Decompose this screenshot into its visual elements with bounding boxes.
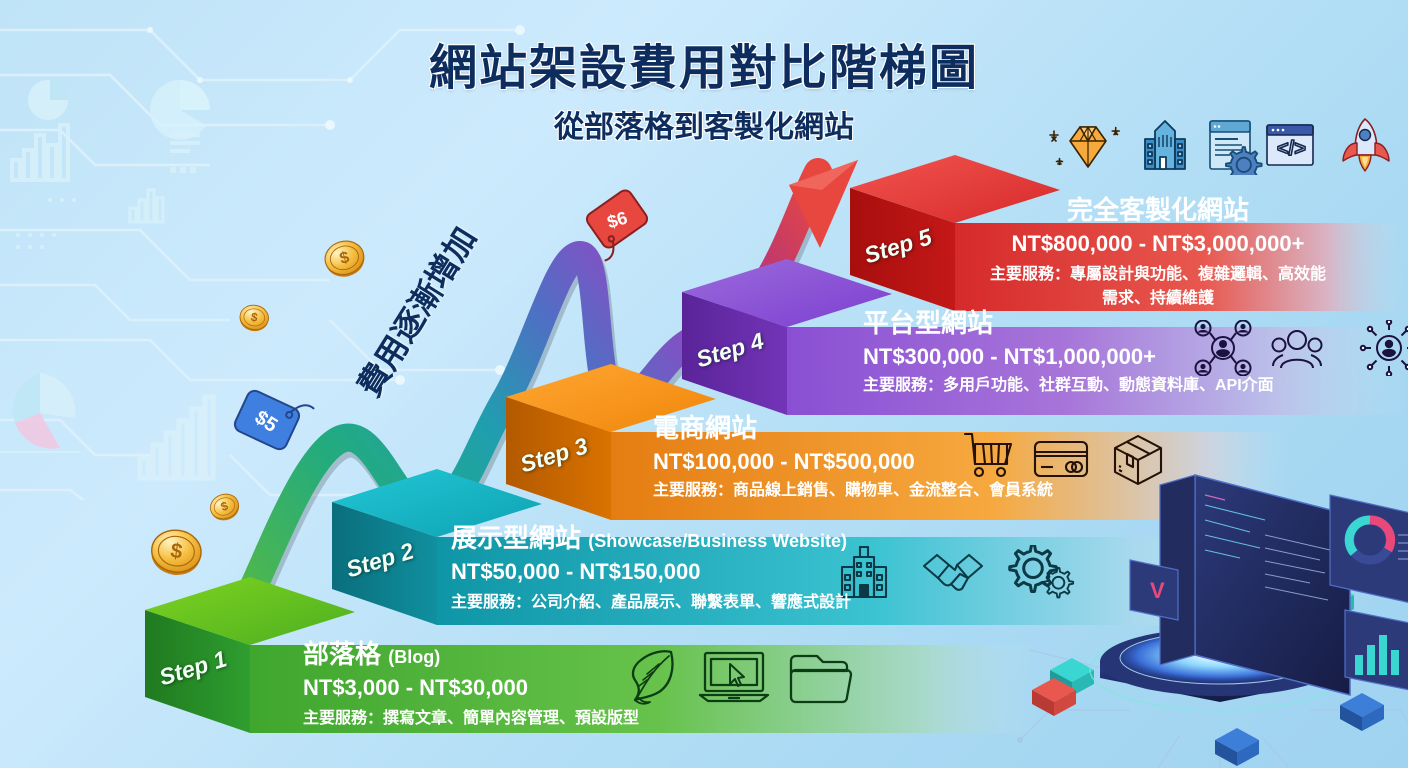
svg-text:V: V (1150, 578, 1165, 603)
svg-text:</>: </> (1277, 138, 1306, 160)
